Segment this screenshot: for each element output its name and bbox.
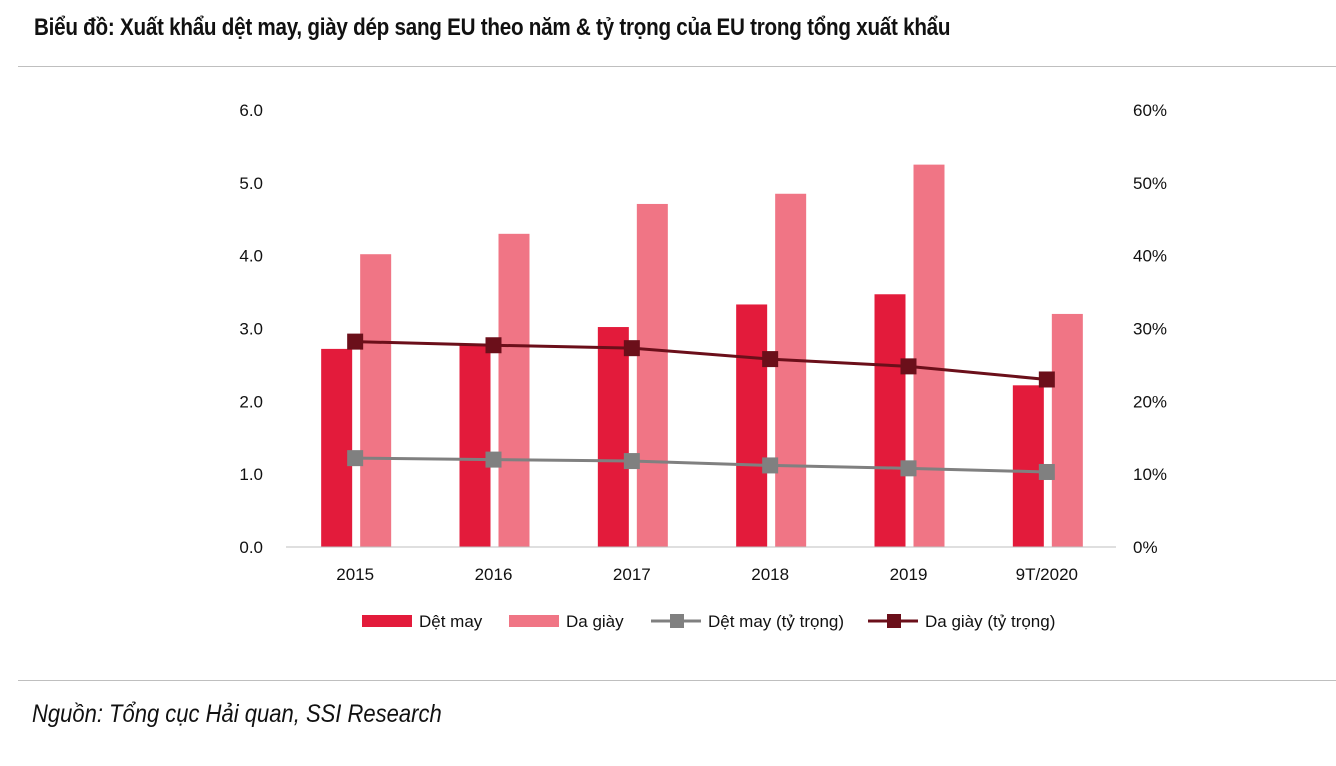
point-da-giay-ty-trong — [900, 358, 917, 375]
point-da-giay-ty-trong — [623, 340, 640, 357]
x-axis-tick-label: 2018 — [751, 565, 789, 584]
bar-da-giay — [913, 164, 945, 547]
bar-det-may — [1012, 385, 1044, 547]
y-axis-tick-label: 3.0 — [239, 320, 263, 339]
y-axis-tick-label: 5.0 — [239, 174, 263, 193]
point-da-giay-ty-trong — [485, 337, 502, 354]
point-da-giay-ty-trong — [347, 333, 364, 350]
y2-axis-tick-label: 30% — [1133, 320, 1167, 339]
bar-det-may — [736, 304, 768, 547]
bottom-divider — [18, 680, 1336, 681]
y2-axis-tick-label: 20% — [1133, 392, 1167, 411]
legend-label-det-may: Dệt may — [419, 612, 483, 631]
y-axis-tick-label: 0.0 — [239, 538, 263, 557]
legend-label-det-may-ty-trong: Dệt may (tỷ trọng) — [708, 612, 844, 631]
bar-det-may — [459, 344, 491, 547]
bar-da-giay — [1051, 313, 1083, 547]
legend-label-da-giay-ty-trong: Da giày (tỷ trọng) — [925, 612, 1055, 631]
y-axis-tick-label: 4.0 — [239, 247, 263, 266]
point-det-may-ty-trong — [347, 450, 364, 467]
bar-det-may — [321, 348, 353, 547]
y2-axis-tick-label: 50% — [1133, 174, 1167, 193]
point-da-giay-ty-trong — [762, 351, 779, 368]
source-note: Nguồn: Tổng cục Hải quan, SSI Research — [32, 700, 442, 728]
x-axis-tick-label: 9T/2020 — [1016, 565, 1078, 584]
x-axis-tick-label: 2016 — [475, 565, 513, 584]
point-det-may-ty-trong — [1038, 463, 1055, 480]
point-det-may-ty-trong — [762, 457, 779, 474]
point-det-may-ty-trong — [900, 460, 917, 477]
legend-marker-det-may-ty-trong — [670, 614, 684, 628]
legend-label-da-giay: Da giày — [566, 612, 624, 631]
bar-da-giay — [636, 203, 668, 547]
bar-da-giay — [360, 254, 392, 547]
legend-marker-da-giay-ty-trong — [887, 614, 901, 628]
chart-title: Biểu đồ: Xuất khẩu dệt may, giày dép san… — [34, 14, 951, 41]
y2-axis-tick-label: 40% — [1133, 247, 1167, 266]
combo-chart: 0.0 1.0 2.0 3.0 4.0 5.0 6.0 0% 10% 20% 30% 40% 50% 60… — [239, 101, 1167, 631]
bar-da-giay — [775, 193, 807, 547]
y2-axis-tick-label: 10% — [1133, 465, 1167, 484]
point-da-giay-ty-trong — [1038, 371, 1055, 388]
series-line-det-may-ty-trong — [355, 456, 1047, 474]
legend-swatch-da-giay — [509, 615, 559, 627]
point-det-may-ty-trong — [485, 451, 502, 468]
x-axis-tick-label: 2017 — [613, 565, 651, 584]
legend-swatch-det-may — [362, 615, 412, 627]
x-axis-tick-label: 2015 — [336, 565, 374, 584]
y2-axis-tick-label: 60% — [1133, 101, 1167, 120]
bar-da-giay — [498, 233, 530, 548]
y2-axis-tick-label: 0% — [1133, 538, 1158, 557]
bar-det-may — [874, 294, 906, 547]
series-line-da-giay-ty-trong — [355, 340, 1047, 381]
y-axis-tick-label: 6.0 — [239, 101, 263, 120]
top-divider — [18, 66, 1336, 67]
x-axis-tick-label: 2019 — [890, 565, 928, 584]
point-det-may-ty-trong — [623, 453, 640, 470]
bar-det-may — [597, 327, 629, 547]
y-axis-tick-label: 1.0 — [239, 465, 263, 484]
y-axis-tick-label: 2.0 — [239, 392, 263, 411]
